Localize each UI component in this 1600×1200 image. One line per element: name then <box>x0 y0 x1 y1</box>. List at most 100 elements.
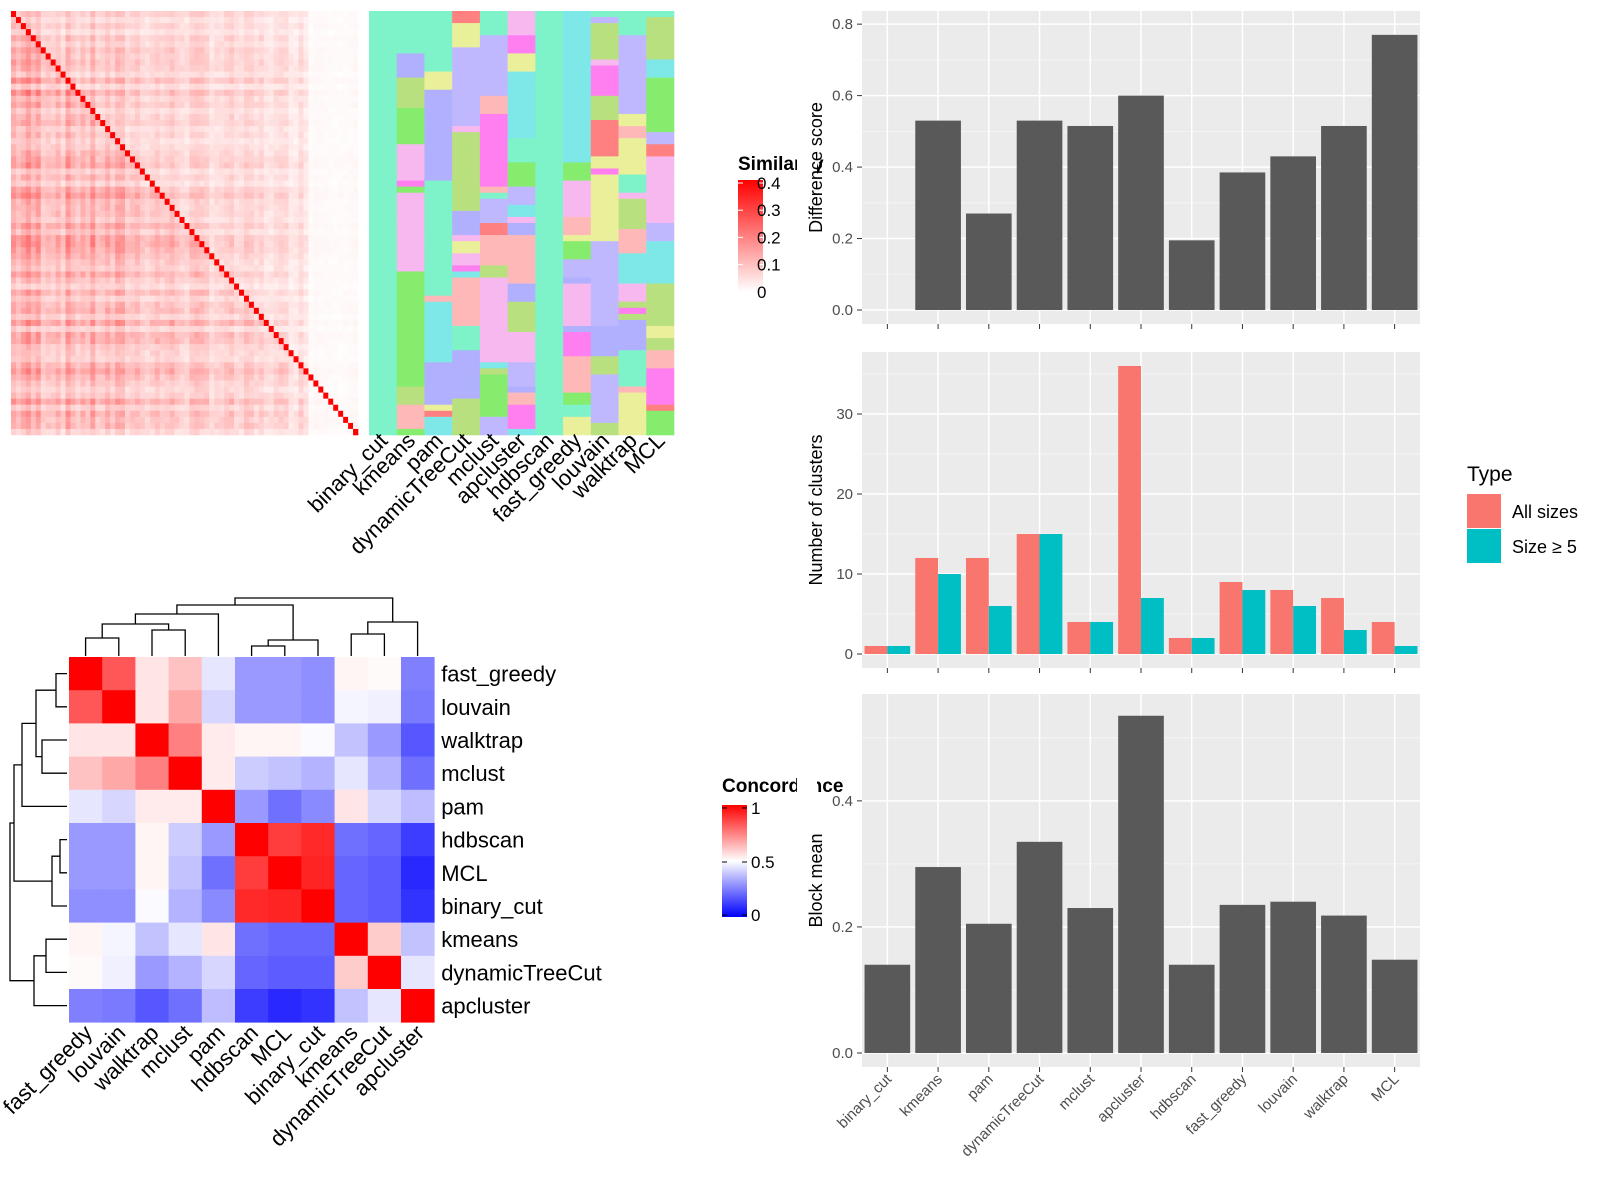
similarity-cell <box>125 253 131 260</box>
similarity-cell <box>179 29 185 36</box>
similarity-cell <box>120 319 126 327</box>
similarity-cell <box>115 23 121 30</box>
similarity-cell <box>328 120 334 127</box>
similarity-cell <box>184 410 190 418</box>
cluster-cell <box>369 295 398 303</box>
similarity-cell <box>263 198 270 206</box>
similarity-cell <box>144 362 151 369</box>
similarity-cell <box>263 356 270 363</box>
similarity-cell <box>323 120 329 127</box>
similarity-cell <box>45 168 51 175</box>
similarity-cell <box>129 410 136 418</box>
similarity-cell <box>278 41 284 48</box>
similarity-cell <box>45 41 51 48</box>
similarity-cell <box>199 265 205 272</box>
similarity-cell <box>248 410 255 418</box>
similarity-cell <box>40 338 46 345</box>
similarity-cell <box>248 162 255 169</box>
similarity-cell <box>55 77 61 84</box>
similarity-cell <box>338 107 344 115</box>
similarity-cell <box>154 428 161 436</box>
similarity-cell <box>189 95 195 103</box>
similarity-cell <box>288 144 294 151</box>
similarity-cell <box>283 41 289 48</box>
similarity-cell <box>283 180 289 187</box>
similarity-cell <box>333 198 339 206</box>
similarity-cell <box>120 132 126 139</box>
similarity-cell <box>303 253 309 260</box>
similarity-cell <box>199 198 205 206</box>
similarity-cell <box>288 223 294 230</box>
similarity-cell <box>224 307 230 315</box>
similarity-cell <box>25 241 32 248</box>
similarity-cell <box>258 53 265 60</box>
similarity-cell <box>243 95 250 103</box>
similarity-cell <box>110 277 116 284</box>
similarity-cell <box>90 374 96 381</box>
similarity-cell <box>353 101 359 109</box>
similarity-cell <box>219 204 225 212</box>
similarity-cell <box>129 289 136 296</box>
similarity-cell <box>35 271 42 278</box>
similarity-cell <box>95 162 101 169</box>
similarity-cell <box>80 150 86 157</box>
similarity-cell <box>209 101 215 109</box>
similarity-cell <box>224 126 230 133</box>
similarity-cell <box>85 132 91 139</box>
similarity-cell <box>25 253 32 260</box>
similarity-cell <box>293 77 299 84</box>
similarity-cell <box>50 229 56 236</box>
similarity-cell <box>139 53 146 60</box>
similarity-cell <box>338 362 344 369</box>
similarity-cell <box>154 422 161 430</box>
similarity-cell <box>283 410 289 418</box>
similarity-cell <box>100 192 106 200</box>
similarity-cell <box>139 398 146 406</box>
similarity-cell <box>100 138 106 145</box>
similarity-cell <box>35 307 42 315</box>
similarity-cell <box>308 223 314 230</box>
similarity-cell <box>139 428 146 436</box>
similarity-cell <box>60 344 66 351</box>
similarity-cell <box>65 332 71 339</box>
similarity-cell <box>70 150 76 157</box>
similarity-cell <box>169 186 175 194</box>
similarity-cell <box>30 235 37 242</box>
cluster-cell <box>369 247 398 254</box>
similarity-cell <box>258 307 265 315</box>
similarity-cell <box>159 53 165 60</box>
similarity-cell <box>80 95 86 103</box>
similarity-cell <box>15 77 22 84</box>
similarity-cell <box>120 53 126 60</box>
similarity-cell <box>303 59 309 66</box>
similarity-cell <box>308 156 314 163</box>
cluster-cell <box>369 428 398 436</box>
similarity-cell <box>115 107 121 115</box>
similarity-cell <box>149 368 156 375</box>
similarity-cell <box>323 422 329 430</box>
similarity-cell <box>194 283 200 290</box>
similarity-cell <box>40 235 46 242</box>
similarity-cell <box>328 259 334 266</box>
similarity-cell <box>204 374 210 381</box>
similarity-cell <box>115 289 121 296</box>
similarity-cell <box>268 416 275 424</box>
similarity-cell <box>159 95 165 103</box>
similarity-cell <box>214 295 220 303</box>
similarity-cell <box>219 198 225 206</box>
similarity-cell <box>308 53 314 60</box>
similarity-cell <box>144 428 151 436</box>
similarity-cell <box>318 319 324 327</box>
similarity-cell <box>308 362 314 369</box>
similarity-cell <box>229 416 235 424</box>
similarity-cell <box>348 126 354 133</box>
similarity-cell <box>50 271 56 278</box>
similarity-cell <box>323 223 329 230</box>
similarity-cell <box>35 162 42 169</box>
similarity-cell <box>125 380 131 387</box>
similarity-cell <box>70 59 76 66</box>
similarity-cell <box>50 241 56 248</box>
similarity-cell <box>65 120 71 127</box>
similarity-cell <box>224 174 230 181</box>
similarity-cell <box>149 89 156 97</box>
